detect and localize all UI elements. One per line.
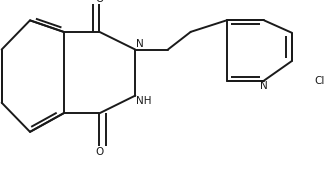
Text: O: O (95, 147, 104, 157)
Text: Cl: Cl (315, 76, 325, 85)
Text: NH: NH (136, 96, 152, 106)
Text: N: N (136, 39, 144, 49)
Text: O: O (95, 0, 104, 4)
Text: N: N (260, 81, 268, 91)
